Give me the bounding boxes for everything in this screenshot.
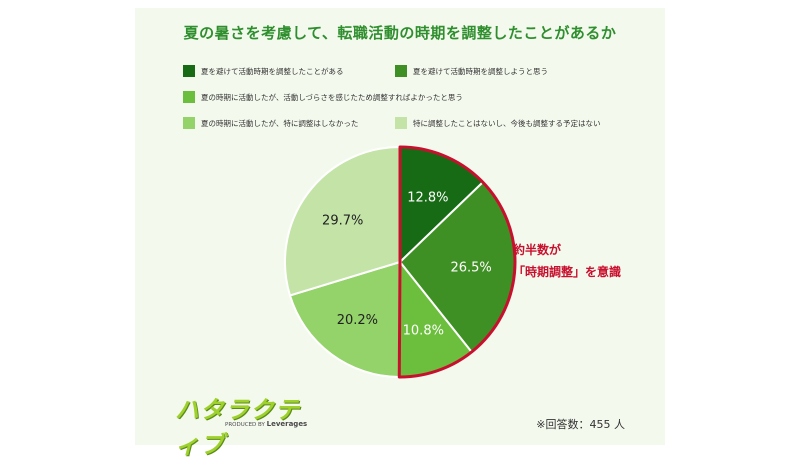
legend-swatch [183,91,195,103]
legend-label: 特に調整したことはないし、今後も調整する予定はない [413,118,601,128]
legend-swatch [183,65,195,77]
highlight-outline [397,145,517,379]
chart-title: 夏の暑さを考慮して、転職活動の時期を調整したことがあるか [183,24,617,42]
legend-swatch [395,117,407,129]
leverages-brand: Leverages [266,420,308,428]
legend-item-3: 夏の時期に活動したが、活動しづらさを感じたため調整すればよかったと思う [183,91,463,103]
legend: 夏を避けて活動時期を調整したことがある 夏を避けて活動時期を調整しようと思う 夏… [183,65,663,145]
slice-label-5: 29.7% [322,214,363,229]
legend-item-2: 夏を避けて活動時期を調整しようと思う [395,65,548,77]
slice-label-4: 20.2% [337,313,378,328]
legend-label: 夏を避けて活動時期を調整したことがある [201,66,344,76]
chart-panel: 夏の暑さを考慮して、転職活動の時期を調整したことがあるか 夏を避けて活動時期を調… [135,8,665,459]
legend-label: 夏の時期に活動したが、特に調整はしなかった [201,118,359,128]
pie-slice-5 [284,145,401,297]
pie-chart: 12.8% 26.5% 10.8% 20.2% 29.7% 約半数が 「時期調整」を意識 [284,145,621,379]
response-count: ※回答数：455 人 [536,418,625,431]
legend-swatch [395,65,407,77]
hataractive-logo: ハタラクティブ PRODUCED BY Leverages [175,388,315,459]
slice-label-2: 26.5% [450,261,491,276]
slice-label-1: 12.8% [407,190,448,205]
legend-item-1: 夏を避けて活動時期を調整したことがある [183,65,344,77]
annotation-line-2: 「時期調整」を意識 [513,264,621,279]
legend-item-4: 夏の時期に活動したが、特に調整はしなかった [183,117,358,129]
produced-by-label: PRODUCED BY [225,422,265,428]
pie-slice-4 [288,260,402,379]
slice-label-3: 10.8% [403,323,444,338]
logo-produced-by: PRODUCED BY Leverages [225,420,307,428]
legend-label: 夏の時期に活動したが、活動しづらさを感じたため調整すればよかったと思う [201,92,463,102]
annotation-line-1: 約半数が [513,242,561,257]
legend-swatch [183,117,195,129]
legend-label: 夏を避けて活動時期を調整しようと思う [413,66,548,76]
legend-item-5: 特に調整したことはないし、今後も調整する予定はない [395,117,601,129]
